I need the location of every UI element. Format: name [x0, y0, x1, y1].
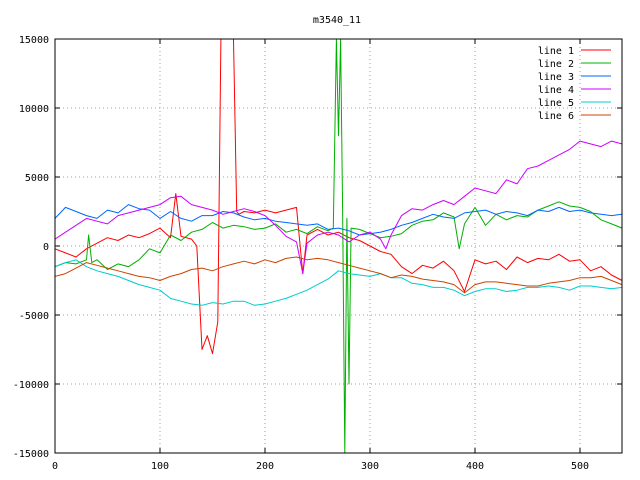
axis-ticks: 0 100 200 300 400 500 -15000 -10000 -5000 0 5000 10…: [13, 35, 622, 472]
y-tick-label: 5000: [25, 173, 49, 184]
legend: line 1 line 2 line 3 line 4 line 5 line 6: [538, 46, 611, 122]
series-line-4: [55, 140, 622, 275]
y-tick-label: -5000: [19, 311, 49, 322]
series-line-2: [55, 39, 622, 453]
y-tick-label: -10000: [13, 380, 49, 391]
chart-title: m3540_11: [313, 15, 361, 26]
y-tick-label: 15000: [19, 35, 49, 46]
legend-label: line 1: [538, 46, 574, 57]
legend-label: line 6: [538, 111, 574, 122]
x-tick-label: 400: [466, 461, 484, 472]
legend-label: line 4: [538, 85, 574, 96]
legend-label: line 3: [538, 72, 574, 83]
data-series: [55, 39, 622, 453]
y-tick-label: 0: [43, 242, 49, 253]
x-tick-label: 200: [256, 461, 274, 472]
x-tick-label: 100: [151, 461, 169, 472]
series-line-3: [55, 204, 622, 236]
legend-label: line 5: [538, 98, 574, 109]
x-tick-label: 500: [571, 461, 589, 472]
y-tick-label: 10000: [19, 104, 49, 115]
grid-lines: [55, 39, 622, 453]
series-line-5: [55, 259, 622, 306]
legend-label: line 2: [538, 59, 574, 70]
y-tick-label: -15000: [13, 449, 49, 460]
x-tick-label: 0: [52, 461, 58, 472]
x-tick-label: 300: [361, 461, 379, 472]
series-line-6: [55, 256, 622, 294]
series-line-1: [55, 39, 622, 355]
